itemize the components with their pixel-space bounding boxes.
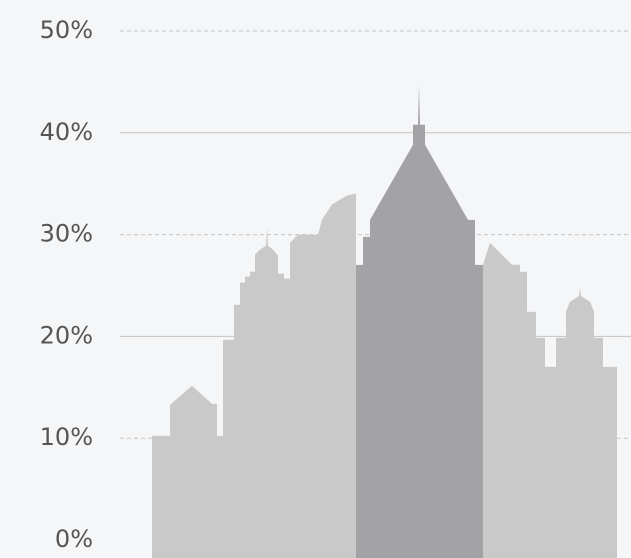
bar xyxy=(356,84,483,558)
y-tick-label: 10% xyxy=(40,423,93,451)
y-tick-label: 0% xyxy=(55,525,93,553)
y-tick-label: 30% xyxy=(40,220,93,248)
y-tick-label: 20% xyxy=(40,321,93,349)
bar xyxy=(152,193,356,558)
y-tick-label: 40% xyxy=(40,118,93,146)
y-tick-label: 50% xyxy=(40,16,93,44)
bar xyxy=(483,242,617,558)
